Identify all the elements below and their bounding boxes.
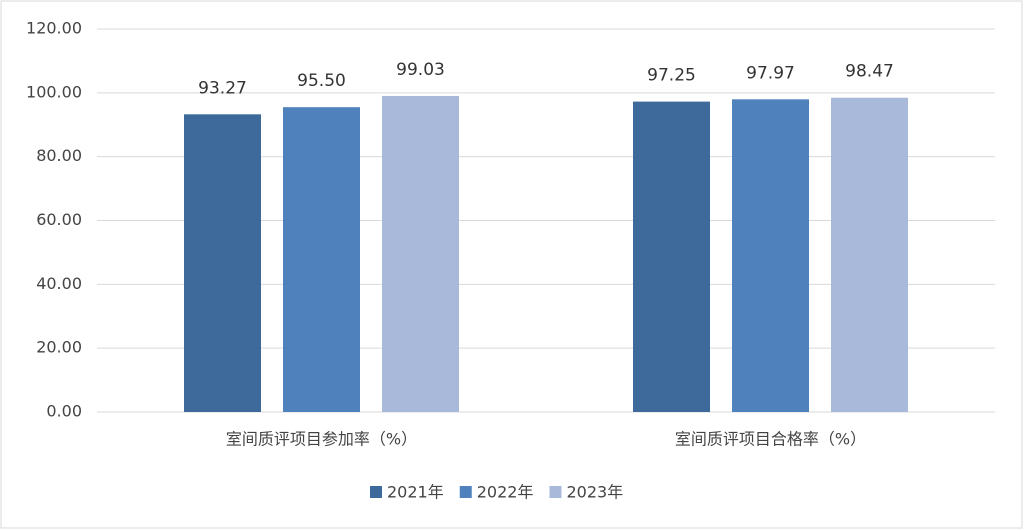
y-tick-label: 120.00	[26, 19, 82, 38]
legend-swatch	[459, 486, 472, 498]
value-label: 98.47	[845, 62, 894, 82]
bar	[184, 114, 261, 413]
bar	[283, 107, 360, 412]
y-tick-label: 80.00	[36, 146, 82, 165]
legend-swatch	[370, 486, 382, 498]
y-tick-label: 40.00	[36, 274, 82, 293]
x-tick-label: 室间质评项目合格率（%）	[675, 430, 866, 449]
y-tick-label: 0.00	[46, 402, 82, 421]
legend-label: 2023年	[566, 483, 623, 502]
y-tick-label: 20.00	[36, 338, 82, 357]
bar	[732, 99, 809, 413]
x-tick-label: 室间质评项目参加率（%）	[226, 430, 417, 449]
legend-label: 2022年	[477, 483, 534, 502]
value-label: 99.03	[396, 60, 445, 80]
legend-swatch	[549, 486, 562, 498]
value-label: 97.25	[647, 66, 696, 86]
legend-label: 2021年	[387, 483, 444, 502]
y-tick-label: 100.00	[26, 82, 82, 101]
value-label: 95.50	[297, 71, 346, 91]
value-label: 93.27	[198, 78, 247, 98]
bar	[831, 97, 908, 412]
value-label: 97.97	[746, 63, 795, 83]
bar	[382, 95, 459, 412]
bar	[633, 101, 710, 413]
y-tick-label: 60.00	[36, 210, 82, 229]
